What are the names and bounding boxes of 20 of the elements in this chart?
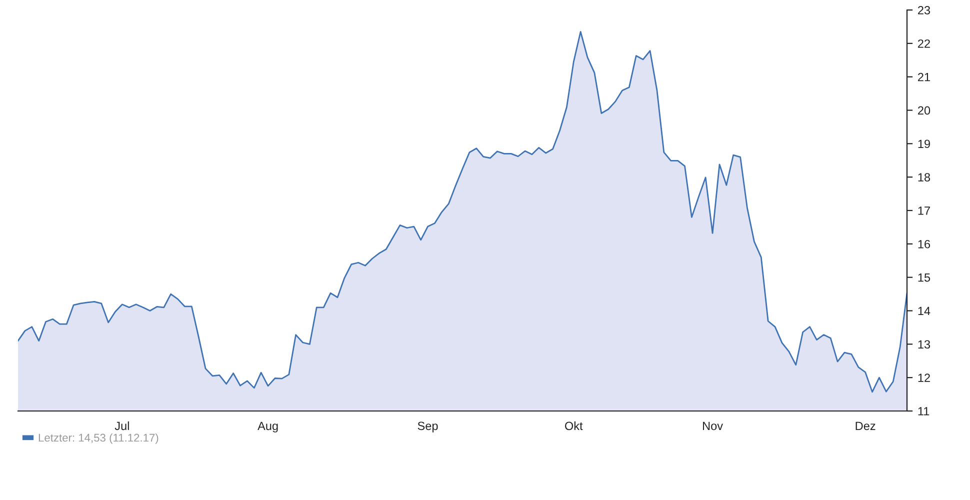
y-tick-label: 21 [918, 72, 930, 82]
y-tick-label: 11 [918, 407, 930, 416]
legend-label: Letzter: 14,53 (11.12.17) [38, 433, 158, 444]
y-tick-label: 13 [918, 340, 930, 349]
x-tick-label: Nov [703, 422, 723, 430]
y-tick-label: 20 [918, 106, 930, 115]
y-tick-label: 16 [918, 240, 930, 248]
x-tick-label: Jul [114, 421, 129, 430]
y-tick-label: 17 [918, 206, 930, 215]
x-tick-label: Aug [258, 422, 278, 432]
x-tick-label: Dez [856, 422, 876, 430]
y-tick-label: 14 [918, 306, 930, 316]
y-tick-label: 23 [918, 6, 930, 14]
y-tick-label: 22 [918, 39, 930, 48]
x-tick-label: Okt [565, 421, 583, 430]
y-tick-label: 19 [918, 140, 930, 148]
y-tick-label: 15 [918, 273, 930, 282]
y-tick-label: 18 [918, 173, 930, 182]
y-tick-label: 12 [918, 374, 930, 382]
x-tick-label: Sep [418, 422, 438, 432]
